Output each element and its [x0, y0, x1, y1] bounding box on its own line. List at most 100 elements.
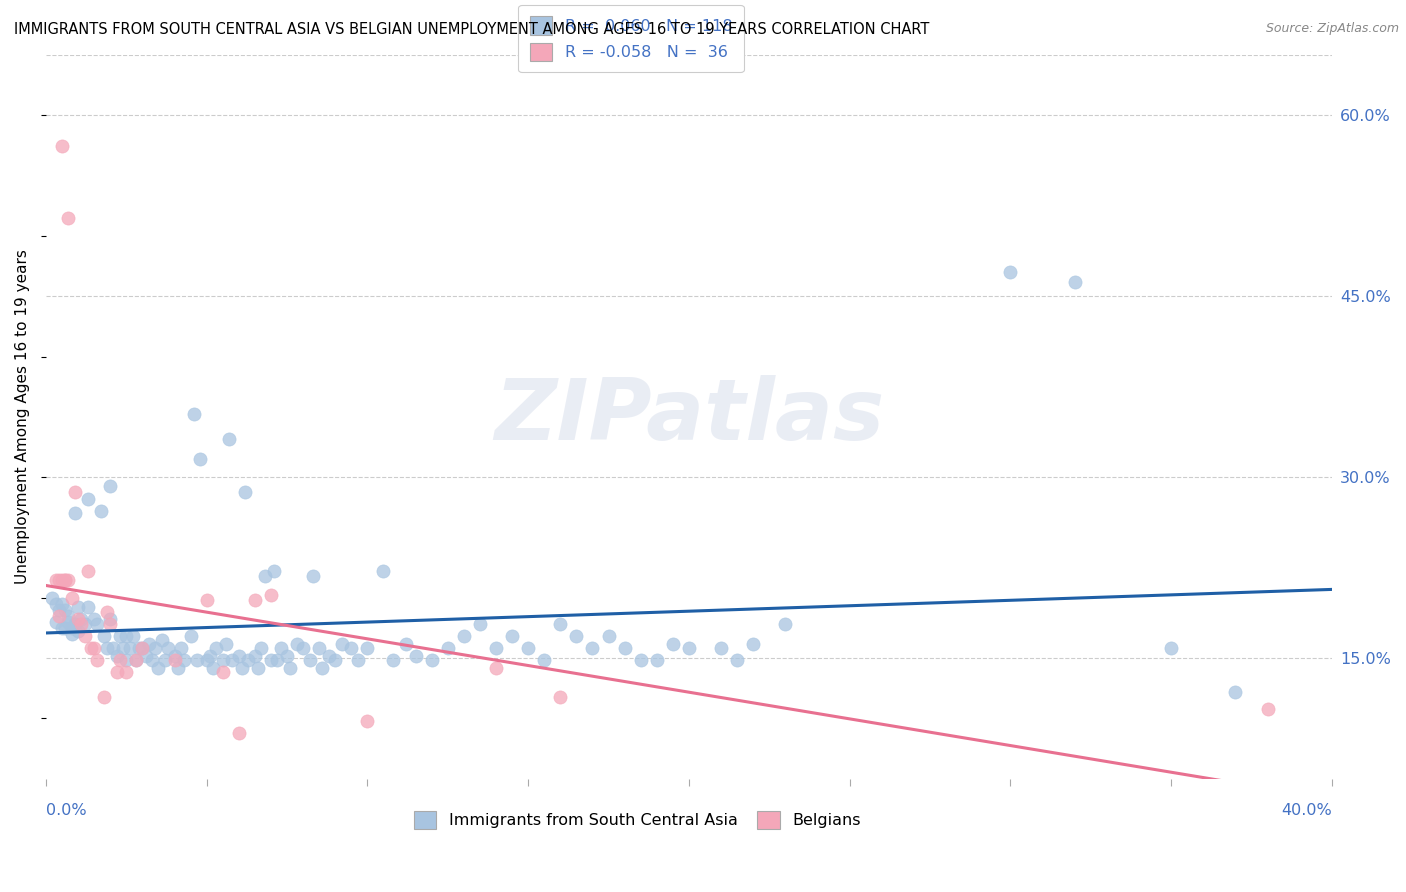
- Point: [250, 641, 273, 656]
- Point: [311, 660, 333, 674]
- Point: [80, 641, 103, 656]
- Point: [138, 636, 160, 650]
- Point: [73, 617, 96, 632]
- Point: [581, 641, 603, 656]
- Point: [153, 653, 176, 667]
- Point: [533, 653, 555, 667]
- Point: [382, 653, 405, 667]
- Point: [67, 624, 90, 639]
- Point: [115, 665, 138, 680]
- Point: [485, 641, 508, 656]
- Point: [613, 641, 636, 656]
- Point: [485, 660, 508, 674]
- Point: [395, 636, 418, 650]
- Point: [218, 432, 240, 446]
- Point: [1063, 275, 1085, 289]
- Point: [292, 641, 315, 656]
- Point: [141, 653, 163, 667]
- Point: [323, 653, 346, 667]
- Point: [51, 573, 73, 587]
- Point: [550, 690, 572, 704]
- Point: [86, 653, 108, 667]
- Point: [198, 648, 221, 663]
- Point: [63, 484, 86, 499]
- Point: [308, 641, 330, 656]
- Point: [270, 641, 292, 656]
- Point: [41, 591, 63, 605]
- Point: [318, 648, 340, 663]
- Point: [180, 629, 202, 643]
- Point: [45, 615, 67, 629]
- Point: [211, 665, 233, 680]
- Point: [96, 605, 118, 619]
- Point: [356, 714, 378, 728]
- Point: [330, 636, 353, 650]
- Point: [76, 564, 98, 578]
- Point: [228, 648, 250, 663]
- Point: [170, 641, 193, 656]
- Point: [131, 641, 153, 656]
- Point: [346, 653, 368, 667]
- Point: [340, 641, 363, 656]
- Point: [163, 653, 186, 667]
- Point: [53, 603, 76, 617]
- Point: [67, 612, 90, 626]
- Point: [90, 504, 112, 518]
- Point: [630, 653, 652, 667]
- Point: [742, 636, 765, 650]
- Point: [163, 648, 186, 663]
- Point: [105, 665, 128, 680]
- Point: [247, 660, 270, 674]
- Point: [195, 593, 218, 607]
- Point: [183, 408, 205, 422]
- Point: [143, 641, 166, 656]
- Point: [205, 641, 228, 656]
- Point: [260, 588, 283, 602]
- Point: [60, 621, 83, 635]
- Point: [166, 660, 188, 674]
- Point: [221, 653, 243, 667]
- Point: [112, 641, 135, 656]
- Point: [501, 629, 523, 643]
- Point: [51, 138, 73, 153]
- Point: [76, 491, 98, 506]
- Point: [58, 615, 80, 629]
- Point: [51, 597, 73, 611]
- Point: [70, 617, 93, 632]
- Point: [645, 653, 668, 667]
- Point: [678, 641, 700, 656]
- Point: [276, 648, 298, 663]
- Text: ZIPatlas: ZIPatlas: [494, 376, 884, 458]
- Point: [131, 641, 153, 656]
- Text: 40.0%: 40.0%: [1281, 803, 1331, 818]
- Point: [195, 653, 218, 667]
- Point: [1225, 685, 1247, 699]
- Point: [73, 629, 96, 643]
- Point: [202, 660, 225, 674]
- Point: [125, 653, 148, 667]
- Point: [775, 617, 797, 632]
- Point: [1000, 265, 1022, 279]
- Point: [76, 600, 98, 615]
- Point: [98, 612, 121, 626]
- Point: [98, 478, 121, 492]
- Point: [45, 597, 67, 611]
- Point: [48, 603, 70, 617]
- Point: [173, 653, 195, 667]
- Text: Source: ZipAtlas.com: Source: ZipAtlas.com: [1265, 22, 1399, 36]
- Point: [128, 641, 150, 656]
- Point: [63, 506, 86, 520]
- Point: [45, 573, 67, 587]
- Point: [60, 627, 83, 641]
- Point: [260, 653, 283, 667]
- Point: [243, 593, 266, 607]
- Point: [135, 648, 157, 663]
- Point: [86, 617, 108, 632]
- Point: [103, 641, 125, 656]
- Point: [215, 636, 238, 650]
- Point: [565, 629, 588, 643]
- Point: [48, 608, 70, 623]
- Point: [58, 211, 80, 225]
- Point: [243, 648, 266, 663]
- Point: [517, 641, 540, 656]
